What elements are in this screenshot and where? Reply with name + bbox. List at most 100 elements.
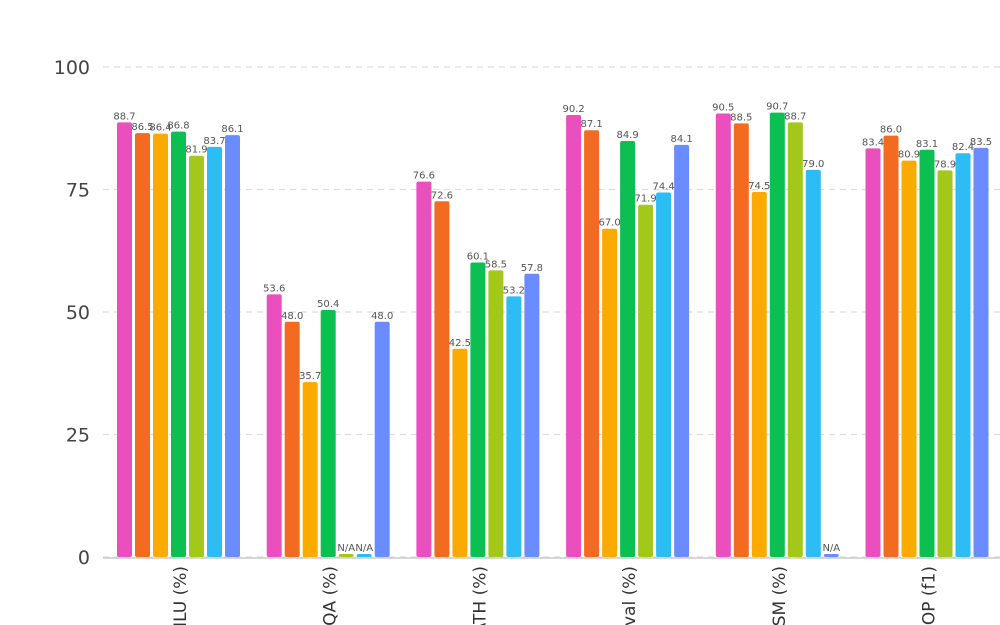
bar-value-label: 60.1 (467, 252, 489, 263)
value-labels: 88.786.586.486.881.983.786.153.648.035.7… (113, 102, 992, 554)
bar-value-label: 82.4 (952, 142, 974, 153)
bar (524, 273, 540, 557)
bar-value-label: 48.0 (281, 311, 303, 322)
bar (207, 146, 222, 557)
x-category-label: MLU (%) (171, 566, 191, 625)
y-tick-label: 100 (54, 57, 90, 79)
bar-value-label: 71.9 (634, 194, 656, 205)
bar-value-label: 35.7 (299, 371, 321, 382)
bar (320, 310, 336, 557)
bar (901, 160, 917, 557)
bar (973, 147, 989, 557)
bar-value-label: 80.9 (898, 150, 920, 161)
bar (171, 131, 186, 557)
bar (566, 115, 582, 558)
bar (787, 122, 803, 558)
bar-value-label: 83.7 (203, 136, 225, 147)
bar-value-label: 86.8 (167, 121, 189, 132)
bar-value-label: N/A (355, 543, 373, 554)
bar-value-label: 84.9 (616, 130, 638, 141)
x-category-label: ATH (%) (470, 566, 490, 625)
bar-value-label: 88.7 (784, 111, 806, 122)
x-category-label: Eval (%) (620, 566, 640, 625)
bar (865, 148, 881, 557)
bar (656, 192, 672, 557)
x-axis-categories: MLU (%) QA (%) ATH (%) Eval (%) SM (%) ROP (f… (171, 566, 940, 625)
bar-value-label: 90.2 (562, 104, 584, 115)
bar-value-label: 86.5 (131, 122, 153, 133)
bar-value-label: 84.1 (670, 134, 692, 145)
bar (883, 135, 899, 557)
bar (225, 135, 240, 558)
bar (955, 153, 971, 558)
bar-value-label: 86.4 (149, 123, 171, 134)
bar (733, 123, 749, 557)
bar-value-label: N/A (337, 543, 355, 554)
bar (135, 133, 150, 557)
bar (674, 144, 690, 557)
bar-value-label: 81.9 (185, 145, 207, 156)
bar-value-label: 72.6 (431, 190, 453, 201)
bar (374, 321, 390, 557)
bar (452, 348, 468, 557)
bar (919, 149, 935, 557)
bar (715, 113, 731, 558)
x-category-label: QA (%) (321, 566, 341, 625)
bar (638, 204, 654, 557)
bar-value-label: 42.5 (449, 338, 471, 349)
bar-value-label: 83.4 (862, 137, 884, 148)
bar-value-label: 83.1 (916, 139, 938, 150)
bar (823, 554, 839, 557)
bar (302, 382, 318, 557)
bar-value-label: 90.5 (712, 103, 734, 114)
bar-value-label: 87.1 (580, 119, 602, 130)
bar-value-label: N/A (822, 543, 840, 554)
bar-value-label: 57.8 (521, 263, 543, 274)
y-axis-ticks: 0 25 50 75 100 (54, 57, 90, 569)
bar-value-label: 88.7 (113, 111, 135, 122)
bar (189, 155, 204, 557)
bar-value-label: 58.5 (485, 259, 507, 270)
bar (356, 554, 372, 557)
bar (751, 191, 767, 557)
bar-value-label: 79.0 (802, 159, 824, 170)
bar-value-label: 76.6 (413, 171, 435, 182)
bar (416, 181, 432, 557)
bar-value-label: 88.5 (730, 112, 752, 123)
y-tick-label: 50 (66, 302, 90, 324)
bar (470, 262, 486, 557)
bar (434, 201, 450, 557)
y-tick-label: 0 (78, 547, 90, 569)
bar-value-label: 74.5 (748, 181, 770, 192)
bar (937, 170, 953, 557)
bar (117, 122, 132, 558)
bar-value-label: 86.0 (880, 125, 902, 136)
bar (153, 133, 168, 557)
bar-value-label: 74.4 (652, 181, 674, 192)
bar (266, 294, 282, 557)
y-tick-label: 75 (66, 180, 90, 202)
bar (620, 140, 636, 558)
x-category-label: SM (%) (770, 566, 790, 625)
bar-value-label: 50.4 (317, 299, 339, 310)
bar (769, 112, 785, 557)
bar-value-label: 86.1 (221, 124, 243, 135)
bar (284, 321, 300, 557)
bar (602, 228, 618, 557)
bar (805, 169, 821, 557)
x-category-label: ROP (f1) (920, 566, 940, 625)
bar (338, 554, 354, 557)
bar-value-label: 78.9 (934, 159, 956, 170)
bar-value-label: 90.7 (766, 102, 788, 113)
bar (488, 270, 504, 557)
bar (584, 130, 600, 557)
bar-value-label: 48.0 (371, 311, 393, 322)
bar (506, 296, 522, 557)
bar-value-label: 53.6 (263, 283, 285, 294)
bars (117, 112, 989, 558)
bar-value-label: 67.0 (598, 218, 620, 229)
bar-value-label: 53.2 (503, 285, 525, 296)
y-tick-label: 25 (66, 425, 90, 447)
